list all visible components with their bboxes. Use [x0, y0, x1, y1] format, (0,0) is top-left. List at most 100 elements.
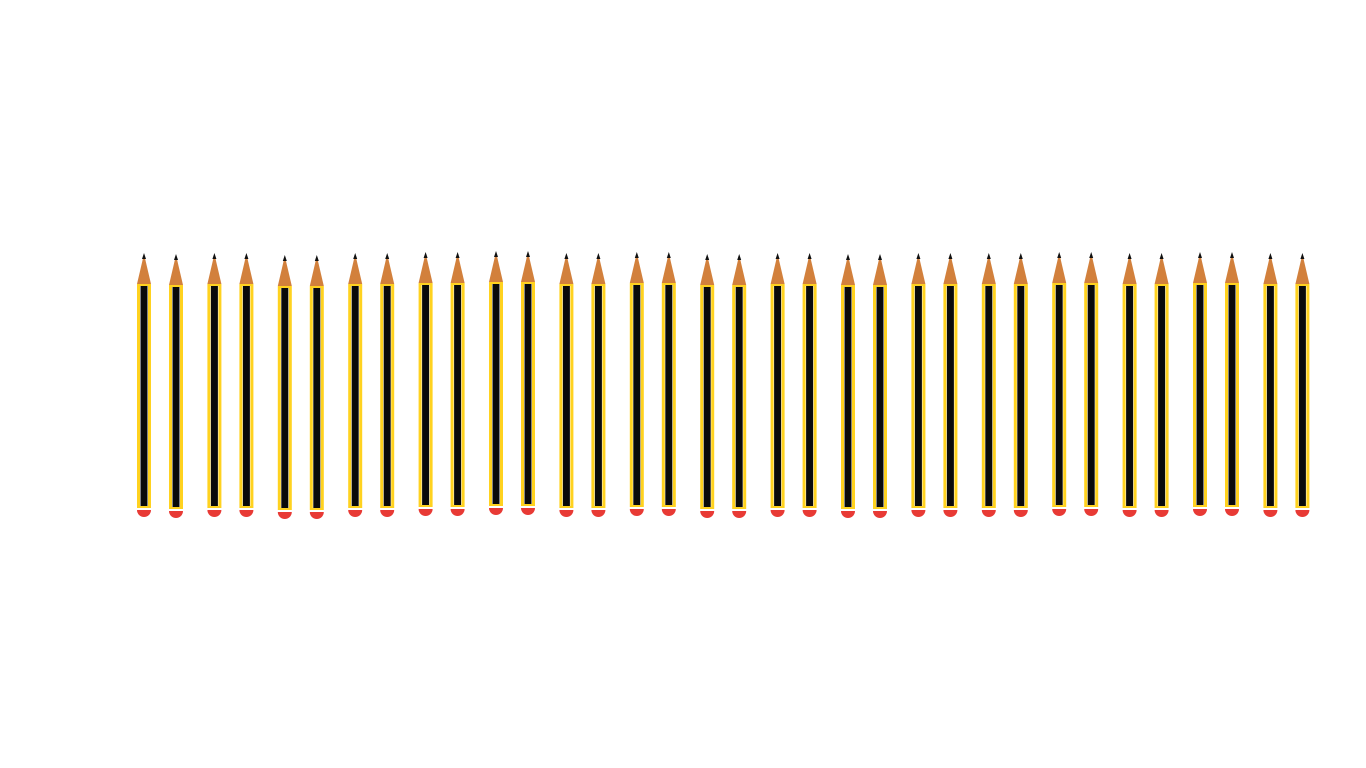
pencil-eraser [802, 510, 817, 517]
pencil-wood-tip [277, 256, 292, 286]
pencil [309, 255, 324, 519]
pencil-wood-tip [732, 255, 747, 285]
pencil-wood-tip [1225, 253, 1239, 283]
pencil-wood-tip [873, 255, 887, 285]
pencil-stripe [492, 284, 500, 504]
pencil [873, 254, 887, 518]
pencil-lead [916, 253, 921, 259]
pencil-eraser [1263, 510, 1278, 517]
pencil-lead [666, 252, 671, 258]
pencil-stripe [210, 286, 218, 506]
pencil-stripe [594, 286, 602, 506]
pencil-stripe [242, 286, 250, 506]
pencil [521, 251, 535, 515]
pencil [1013, 253, 1028, 517]
pencil-lead [1018, 253, 1023, 259]
pencil-eraser [943, 510, 958, 517]
pencil-lead [353, 253, 358, 259]
pencil-wood-tip [1193, 253, 1207, 283]
pencil-wood-tip [348, 254, 363, 284]
pencil-eraser [418, 509, 433, 516]
pencil-stripe [140, 286, 148, 506]
pencil [137, 253, 151, 517]
pencil-eraser [489, 508, 503, 515]
pencil-stripe [172, 287, 180, 507]
pencil-wood-tip [1013, 254, 1028, 284]
pencil-wood-tip [239, 254, 254, 284]
pencil-stripe [454, 285, 462, 505]
pencil-lead [807, 253, 812, 259]
pencil-stripe [1055, 285, 1063, 505]
pencil-eraser [661, 509, 676, 516]
pencil-eraser [309, 512, 324, 519]
pencil-eraser [521, 508, 535, 515]
pencil [1263, 253, 1278, 517]
pencil-eraser [732, 511, 747, 518]
pencil-stripe [1158, 286, 1166, 506]
pencil-eraser [700, 511, 715, 518]
pencil [277, 255, 292, 519]
pencil-eraser [239, 510, 254, 517]
pencil-wood-tip [309, 256, 324, 286]
pencil [981, 253, 996, 517]
pencil-stripe [633, 285, 641, 505]
pencil-wood-tip [137, 254, 151, 284]
pencil-wood-tip [802, 254, 817, 284]
pencil-lead [596, 253, 601, 259]
pencil-lead [737, 254, 742, 260]
pencil [489, 251, 503, 515]
pencil-stripe [946, 286, 954, 506]
pencil-stripe [774, 286, 782, 506]
pencil-wood-tip [943, 254, 958, 284]
pencil-lead [385, 253, 390, 259]
pencil-eraser [169, 511, 183, 518]
pencil-stripe [844, 287, 852, 507]
pencil-lead [705, 254, 710, 260]
pencil-lead [1127, 253, 1132, 259]
pencil-stripe [735, 287, 743, 507]
pencil-lead [1159, 253, 1164, 259]
pencil-lead [1230, 252, 1234, 258]
pencil [450, 252, 465, 516]
pencil-lead [1057, 252, 1062, 258]
pencil-lead [1268, 253, 1273, 259]
pencil-wood-tip [1052, 253, 1067, 283]
pencil-lead [634, 252, 639, 258]
pencil [700, 254, 715, 518]
pencil-stripe [1126, 286, 1134, 506]
pencil-wood-tip [380, 254, 395, 284]
pencil-eraser [1154, 510, 1169, 517]
pencil-eraser [1295, 510, 1310, 517]
pencil-stripe [422, 285, 430, 505]
pencil-eraser [137, 510, 151, 517]
pencil-eraser [873, 511, 887, 518]
pencil [207, 253, 222, 517]
pencil-lead [948, 253, 953, 259]
pencil-eraser [559, 510, 574, 517]
pencil-wood-tip [981, 254, 996, 284]
pencil-stripe [1228, 285, 1236, 505]
pencil [1193, 252, 1207, 516]
pencil-lead [1198, 252, 1202, 258]
pencil-eraser [207, 510, 222, 517]
pencil-eraser [277, 512, 292, 519]
pencil-stripe [1266, 286, 1274, 506]
pencil-lead [314, 255, 319, 261]
pencil-wood-tip [207, 254, 222, 284]
pencil-wood-tip [418, 253, 433, 283]
pencil [802, 253, 817, 517]
pencil-wood-tip [169, 255, 183, 285]
pencil-stripe [665, 285, 673, 505]
pencil [1225, 252, 1239, 516]
pencil-lead [986, 253, 991, 259]
pencil [732, 254, 747, 518]
pencil-eraser [348, 510, 363, 517]
pencil-stripe [1298, 286, 1306, 506]
pencil-stripe [876, 287, 884, 507]
pencil-lead [212, 253, 217, 259]
pencil [770, 253, 785, 517]
pencil-stripe [383, 286, 391, 506]
pencil-eraser [1084, 509, 1099, 516]
